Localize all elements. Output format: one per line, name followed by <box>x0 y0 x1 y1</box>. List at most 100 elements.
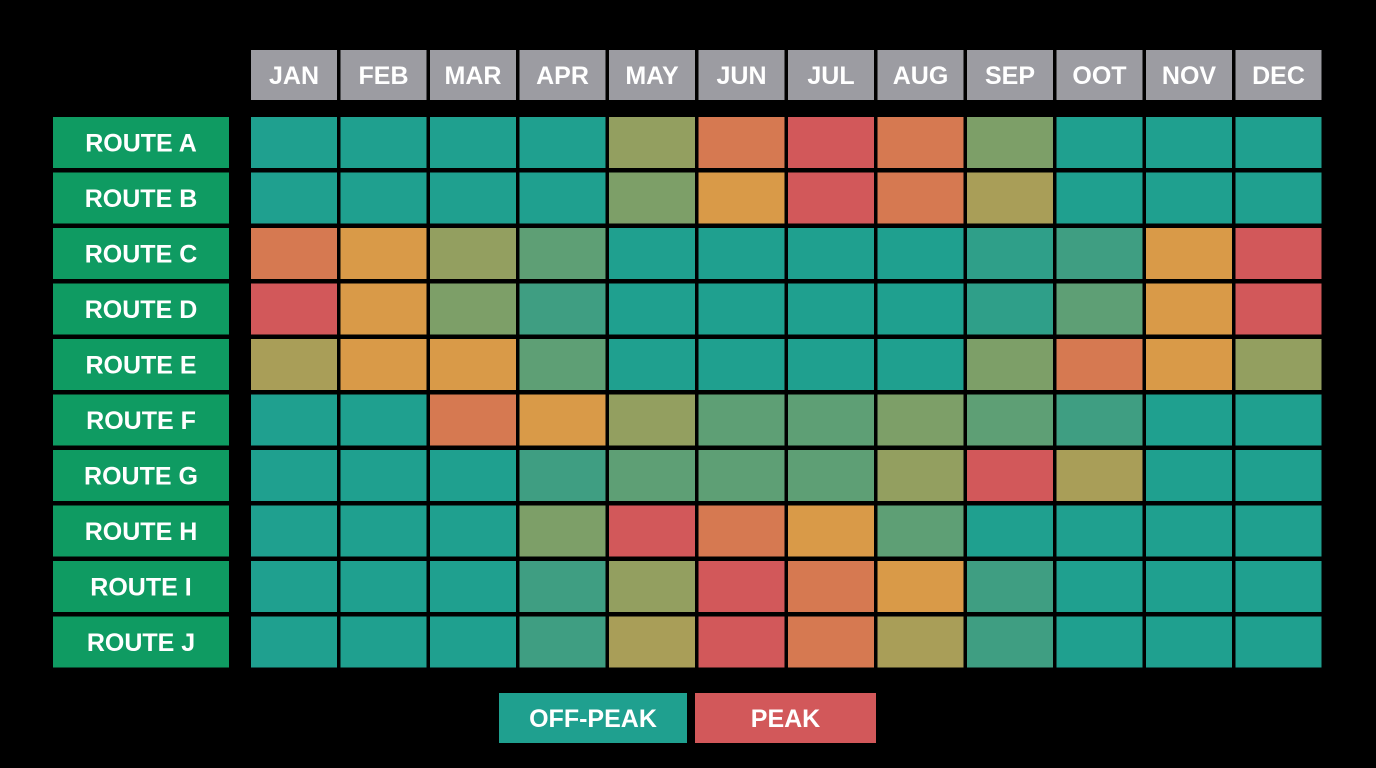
heatmap-cell <box>1235 283 1322 335</box>
heatmap-cell <box>967 172 1053 224</box>
heatmap-cell <box>251 561 337 612</box>
heatmap-cell <box>1146 450 1232 501</box>
row-header-label: ROUTE E <box>85 352 196 380</box>
heatmap-cell <box>1056 117 1143 168</box>
row-header <box>53 283 229 335</box>
column-header-label: MAY <box>625 62 679 90</box>
heatmap-cell <box>1146 505 1232 557</box>
heatmap-cell <box>430 172 516 224</box>
heatmap-cell <box>1146 117 1232 168</box>
heatmap-cell <box>788 117 874 168</box>
heatmap-cell <box>1056 505 1143 557</box>
heatmap-cell <box>877 561 964 612</box>
heatmap-cell <box>609 616 695 668</box>
heatmap-cell <box>519 561 606 612</box>
heatmap-cell <box>430 394 516 446</box>
heatmap-cell <box>1146 561 1232 612</box>
heatmap-cell <box>698 450 785 501</box>
heatmap-cell <box>967 505 1053 557</box>
heatmap-cell <box>1146 228 1232 279</box>
heatmap-cell <box>430 283 516 335</box>
row-header <box>53 561 229 612</box>
heatmap-cell <box>1235 172 1322 224</box>
heatmap-cell <box>967 339 1053 390</box>
heatmap-cell <box>1146 283 1232 335</box>
heatmap-cell <box>340 117 427 168</box>
legend-label: PEAK <box>751 705 820 733</box>
heatmap-cell <box>609 339 695 390</box>
heatmap-cell <box>877 505 964 557</box>
heatmap-cell <box>1146 616 1232 668</box>
heatmap-cell <box>967 117 1053 168</box>
heatmap-cell <box>1235 505 1322 557</box>
heatmap-cell <box>340 339 427 390</box>
heatmap-cell <box>430 228 516 279</box>
heatmap-cell <box>877 616 964 668</box>
heatmap-cell <box>251 616 337 668</box>
heatmap-cell <box>788 172 874 224</box>
heatmap-cell <box>1056 450 1143 501</box>
heatmap-cell <box>698 394 785 446</box>
heatmap-cell <box>340 450 427 501</box>
heatmap-cell <box>430 339 516 390</box>
heatmap-cell <box>251 505 337 557</box>
row-header <box>53 339 229 390</box>
row-header <box>53 394 229 446</box>
heatmap-cell <box>340 505 427 557</box>
heatmap-cell <box>251 450 337 501</box>
heatmap-cell <box>967 616 1053 668</box>
column-header-label: JAN <box>269 62 319 90</box>
column-header-label: APR <box>536 62 589 90</box>
column-header <box>1146 50 1232 100</box>
heatmap-cell <box>251 339 337 390</box>
heatmap-cell <box>1056 616 1143 668</box>
heatmap-cell <box>340 394 427 446</box>
heatmap-cell <box>430 450 516 501</box>
heatmap-cell <box>609 228 695 279</box>
heatmap-cell <box>877 117 964 168</box>
heatmap-cell <box>1056 394 1143 446</box>
row-header-label: ROUTE G <box>84 463 198 491</box>
row-header-label: ROUTE J <box>87 629 195 657</box>
heatmap-cell <box>788 616 874 668</box>
heatmap-cell <box>430 117 516 168</box>
heatmap-cell <box>877 339 964 390</box>
heatmap-cell <box>698 339 785 390</box>
column-header-label: FEB <box>359 62 409 90</box>
heatmap-cell <box>251 228 337 279</box>
heatmap-cell <box>788 394 874 446</box>
heatmap-cell <box>1056 283 1143 335</box>
heatmap-cell <box>967 394 1053 446</box>
heatmap-cell <box>251 172 337 224</box>
heatmap-cell <box>1235 450 1322 501</box>
column-header <box>788 50 874 100</box>
column-header <box>609 50 695 100</box>
row-header-label: ROUTE F <box>86 407 196 435</box>
heatmap-cell <box>877 172 964 224</box>
heatmap-cell <box>609 394 695 446</box>
heatmap-cell <box>519 339 606 390</box>
row-header-label: ROUTE H <box>85 518 198 546</box>
heatmap-cell <box>967 561 1053 612</box>
heatmap-cell <box>1235 616 1322 668</box>
heatmap-cell <box>519 394 606 446</box>
heatmap-cell <box>1235 339 1322 390</box>
heatmap-cell <box>788 228 874 279</box>
heatmap-cell <box>340 172 427 224</box>
row-header-label: ROUTE A <box>85 130 197 158</box>
legend-swatch <box>499 693 687 743</box>
heatmap-cell <box>340 283 427 335</box>
heatmap-cell <box>877 394 964 446</box>
row-header-label: ROUTE I <box>90 574 191 602</box>
heatmap-cell <box>340 616 427 668</box>
heatmap-cell <box>340 228 427 279</box>
row-header <box>53 172 229 224</box>
heatmap-cell <box>698 172 785 224</box>
heatmap-cell <box>1235 228 1322 279</box>
heatmap-cell <box>788 505 874 557</box>
heatmap-cell <box>609 283 695 335</box>
column-header-label: JUL <box>807 62 854 90</box>
heatmap-cell <box>1146 394 1232 446</box>
row-header <box>53 450 229 501</box>
